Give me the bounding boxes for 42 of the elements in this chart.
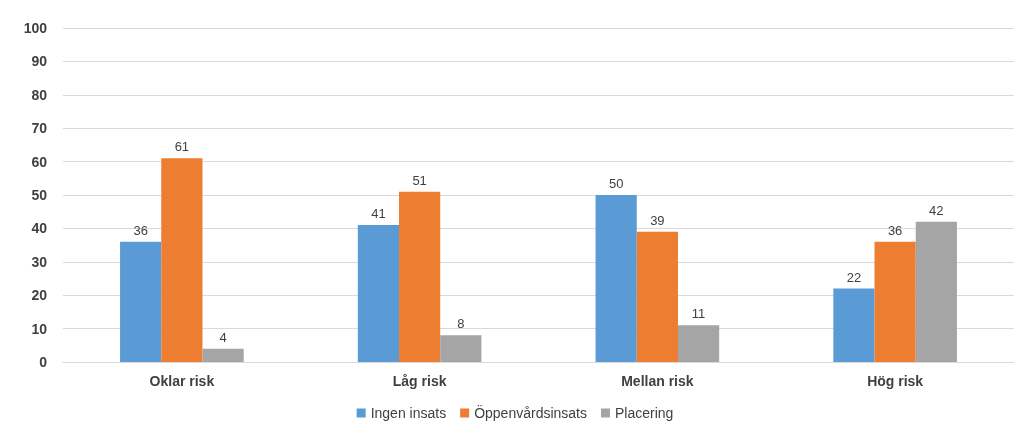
bar (677, 325, 720, 362)
data-label: 42 (929, 202, 944, 218)
y-tick-label: 40 (31, 220, 48, 237)
bar (915, 221, 957, 362)
y-tick-label: 20 (31, 287, 48, 304)
legend-label: Placering (614, 405, 674, 421)
y-tick-label: 100 (23, 20, 48, 36)
data-label: 51 (412, 172, 427, 188)
legend-label: Öppenvårdsinsats (474, 404, 587, 421)
data-label: 36 (887, 222, 903, 238)
data-label: 4 (219, 329, 227, 345)
y-tick-label: 80 (31, 86, 48, 103)
bar (636, 231, 678, 362)
bar (833, 288, 875, 362)
data-label: 22 (846, 269, 862, 285)
data-label: 8 (457, 316, 465, 332)
data-label: 11 (691, 306, 706, 322)
bar (595, 195, 637, 362)
bar (202, 348, 244, 362)
bar (120, 241, 162, 362)
data-label: 39 (650, 212, 665, 228)
bar (874, 241, 916, 362)
data-label: 61 (174, 139, 190, 155)
y-tick-label: 50 (31, 187, 48, 203)
bar (161, 158, 203, 362)
data-label: 36 (133, 222, 148, 238)
y-tick-label: 70 (31, 120, 48, 137)
legend-label: Ingen insats (370, 405, 447, 421)
x-tick-label: Oklar risk (149, 373, 215, 389)
y-tick-label: 60 (31, 153, 48, 170)
y-tick-label: 0 (39, 354, 48, 370)
bar (357, 225, 400, 362)
y-tick-label: 30 (31, 253, 48, 270)
data-label: 50 (608, 176, 624, 191)
bar (440, 335, 482, 362)
bar (399, 191, 441, 362)
x-tick-label: Hög risk (867, 373, 924, 389)
x-tick-label: Låg risk (392, 373, 447, 389)
x-tick-label: Mellan risk (621, 373, 694, 389)
data-label: 41 (371, 206, 386, 222)
y-tick-label: 10 (31, 320, 48, 337)
y-tick-label: 90 (31, 53, 48, 70)
